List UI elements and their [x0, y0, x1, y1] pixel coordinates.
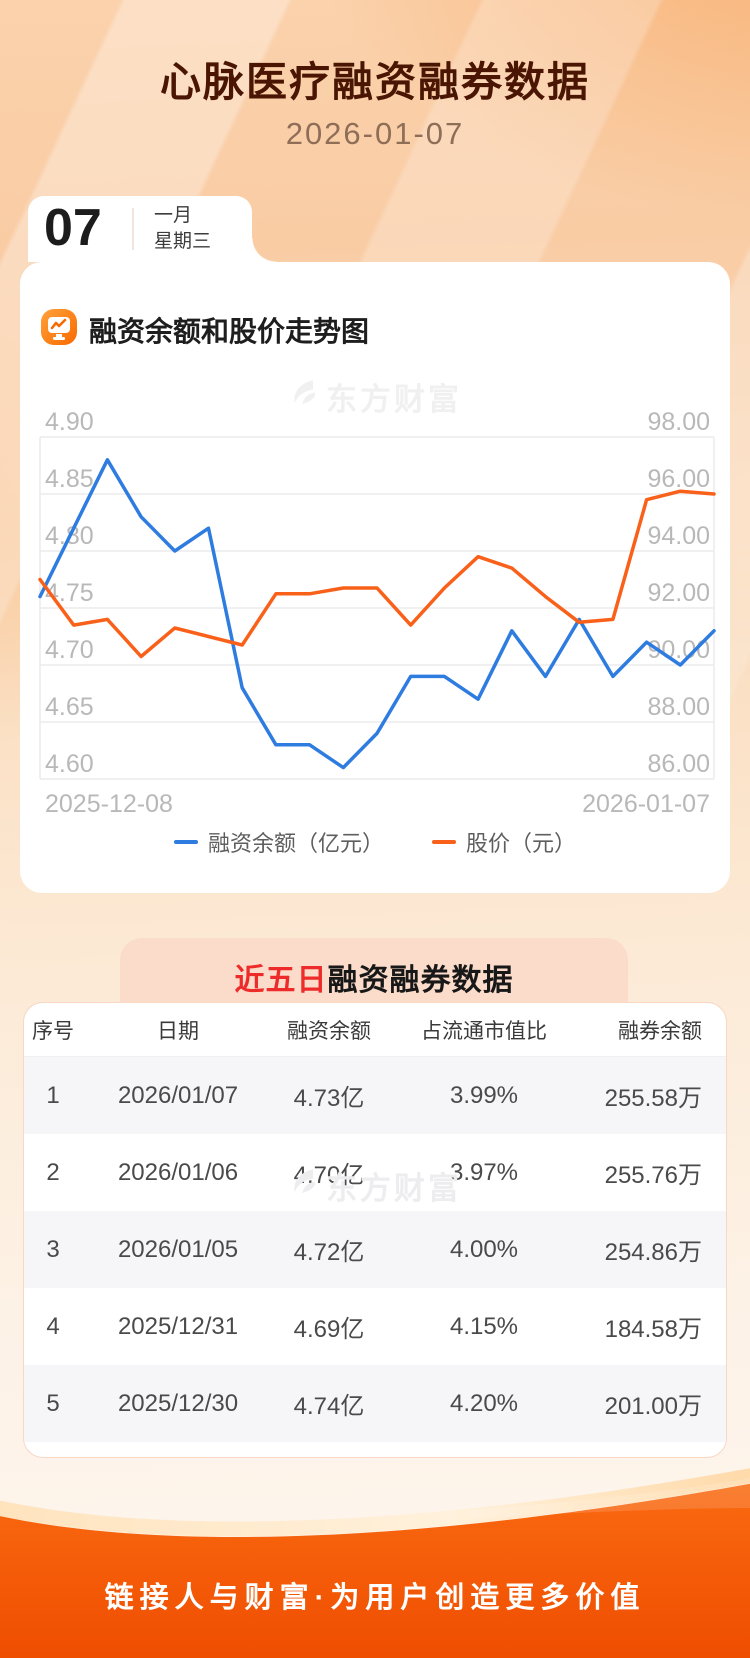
cell-date: 2026/01/07: [117, 1081, 239, 1109]
cell-securities-balance: 254.86万: [604, 1239, 702, 1266]
cell-financing-balance: 4.69亿: [293, 1316, 365, 1343]
cell-market-cap-ratio: 4.20%: [449, 1389, 519, 1417]
cell-date: 2026/01/05: [117, 1235, 239, 1263]
watermark-text: 东方财富: [326, 382, 462, 417]
table-row: 1 2026/01/07 4.73亿 3.99% 255.58万: [24, 1057, 726, 1134]
col-header-financing-balance: 融资余额: [287, 1019, 371, 1043]
legend-blue-dash-icon: [173, 840, 198, 844]
cell-index: 3: [46, 1235, 60, 1263]
svg-text:4.85: 4.85: [45, 465, 94, 493]
date-card-weekday: 星期三: [154, 231, 212, 252]
svg-text:88.00: 88.00: [647, 693, 710, 721]
legend-orange-dash-icon: [432, 840, 456, 844]
margin-data-table: 序号 日期 融资余额 占流通市值比 融券余额 1 2026/01/07 4.73…: [23, 1002, 727, 1458]
cell-index: 2: [46, 1158, 60, 1186]
trend-chart: 4.90 98.004.85 96.004.80 94.004.75 92.004.70…: [38, 408, 716, 818]
table-title-highlight: 近五日: [234, 964, 328, 997]
cell-securities-balance: 255.76万: [604, 1162, 702, 1189]
table-header-row: 序号 日期 融资余额 占流通市值比 融券余额: [24, 1003, 726, 1057]
footer-slogan: 链接人与财富·为用户创造更多价值: [104, 1582, 646, 1614]
eastmoney-swirl-logo-icon: [288, 1167, 318, 1205]
page-date: 2026-01-07: [285, 116, 465, 151]
cell-market-cap-ratio: 4.00%: [449, 1235, 519, 1263]
svg-text:2025-12-08: 2025-12-08: [45, 790, 173, 818]
chart-card: 融资余额和股价走势图 东方财富 4.90 98.00 4.85 96.00 4.80 94…: [20, 262, 730, 893]
svg-text:4.70: 4.70: [45, 636, 94, 664]
cell-index: 1: [46, 1081, 60, 1109]
cell-date: 2025/12/30: [117, 1389, 239, 1417]
svg-text:96.00: 96.00: [647, 465, 710, 493]
svg-text:94.00: 94.00: [647, 522, 710, 550]
date-card-day: 07: [44, 199, 102, 257]
date-card-month: 一月: [154, 205, 193, 226]
cell-financing-balance: 4.72亿: [293, 1239, 365, 1266]
svg-text:4.75: 4.75: [45, 579, 94, 607]
table-row: 5 2025/12/30 4.74亿 4.20% 201.00万: [24, 1365, 726, 1442]
cell-financing-balance: 4.73亿: [293, 1085, 365, 1112]
legend-item-price: 股价（元）: [432, 826, 576, 858]
footer-wave: [0, 1468, 750, 1658]
cell-index: 4: [46, 1312, 60, 1340]
cell-market-cap-ratio: 3.99%: [449, 1081, 519, 1109]
date-card-divider: [132, 208, 134, 250]
date-card-fillet: [252, 238, 276, 262]
table-row: 2 2026/01/06 4.70亿 3.97% 255.76万: [24, 1134, 726, 1211]
svg-text:4.65: 4.65: [45, 693, 94, 721]
cell-securities-balance: 201.00万: [604, 1393, 702, 1420]
svg-text:92.00: 92.00: [647, 579, 710, 607]
eastmoney-swirl-logo-icon: [288, 378, 318, 416]
trend-monitor-icon: [40, 308, 78, 351]
cell-securities-balance: 255.58万: [604, 1085, 702, 1112]
cell-financing-balance: 4.74亿: [293, 1393, 365, 1420]
legend-financing-label: 融资余额（亿元）: [207, 831, 384, 856]
table-body: 1 2026/01/07 4.73亿 3.99% 255.58万 2 2026/…: [24, 1057, 726, 1442]
table-row: 3 2026/01/05 4.72亿 4.00% 254.86万: [24, 1211, 726, 1288]
cell-market-cap-ratio: 3.97%: [449, 1158, 519, 1186]
cell-index: 5: [46, 1389, 60, 1417]
cell-date: 2026/01/06: [117, 1158, 239, 1186]
col-header-date: 日期: [157, 1019, 199, 1043]
svg-text:4.90: 4.90: [45, 408, 94, 436]
cell-securities-balance: 184.58万: [604, 1316, 702, 1343]
watermark-text: 东方财富: [326, 1171, 462, 1206]
svg-text:86.00: 86.00: [647, 750, 710, 778]
date-card: 07 一月 星期三: [28, 196, 252, 262]
legend-price-label: 股价（元）: [466, 831, 577, 856]
svg-text:98.00: 98.00: [647, 408, 710, 436]
legend-item-financing: 融资余额（亿元）: [173, 826, 384, 858]
page-title: 心脉医疗融资融券数据: [160, 59, 590, 105]
svg-text:2026-01-07: 2026-01-07: [582, 790, 710, 818]
col-header-securities-balance: 融券余额: [618, 1019, 702, 1043]
svg-text:4.60: 4.60: [45, 750, 94, 778]
col-header-market-cap-ratio: 占流通市值比: [421, 1019, 547, 1043]
chart-section-header: 融资余额和股价走势图: [40, 308, 369, 351]
table-title-rest: 融资融券数据: [327, 964, 514, 997]
cell-date: 2025/12/31: [117, 1312, 239, 1340]
chart-section-title: 融资余额和股价走势图: [89, 315, 370, 347]
chart-legend: 融资余额（亿元） 股价（元）: [20, 826, 730, 858]
date-card-side: 一月 星期三: [154, 203, 211, 255]
table-row: 4 2025/12/31 4.69亿 4.15% 184.58万: [24, 1288, 726, 1365]
cell-market-cap-ratio: 4.15%: [449, 1312, 519, 1340]
col-header-index: 序号: [32, 1019, 74, 1043]
watermark-chart: 东方财富: [288, 374, 462, 419]
watermark-table: 东方财富: [288, 1163, 462, 1208]
